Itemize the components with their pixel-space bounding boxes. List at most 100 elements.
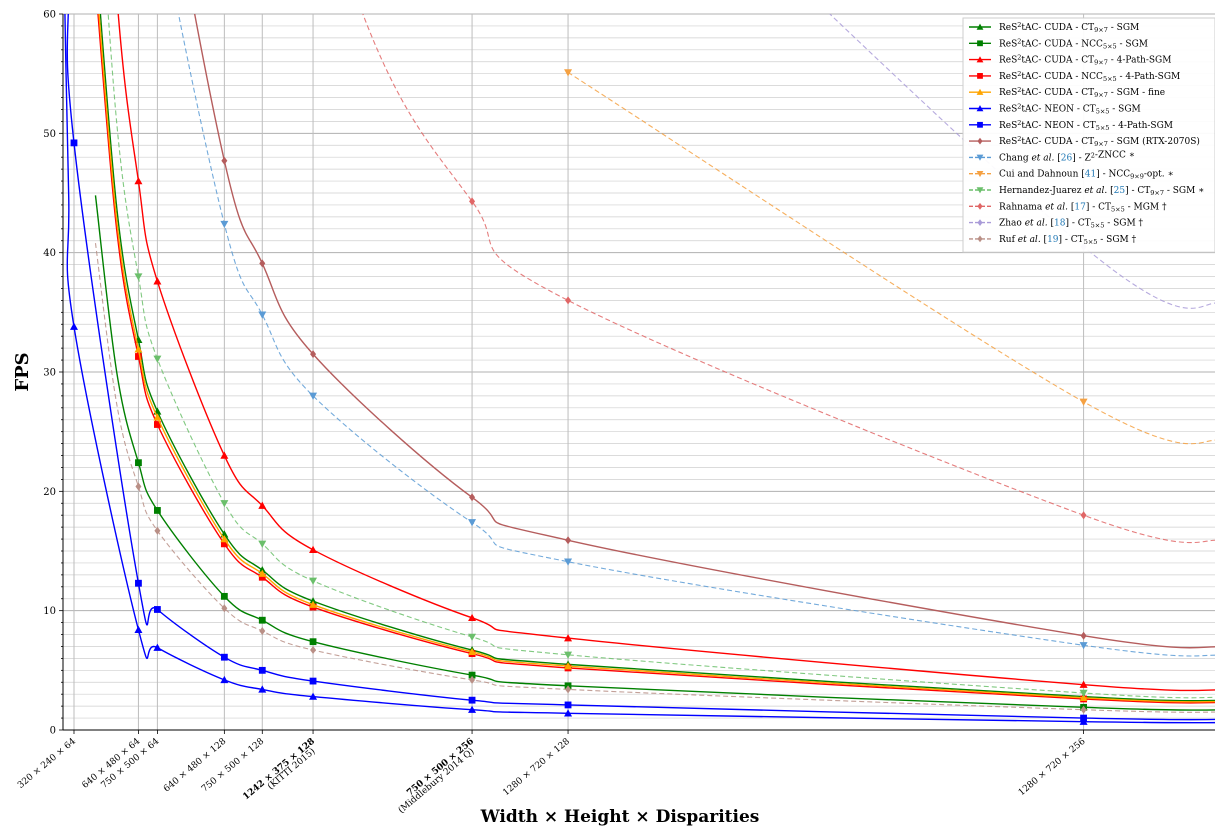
series-6: [66, 14, 1215, 722]
series-5: [64, 14, 1215, 725]
data-point: [1080, 511, 1087, 520]
data-point: [564, 662, 573, 670]
legend-item: ReS2tAC- NEON - CT5×5 - SGM: [969, 103, 1141, 116]
legend-label: ReS2tAC- NEON - CT5×5 - SGM: [999, 103, 1141, 116]
data-point: [221, 604, 228, 613]
plot-area: [64, 14, 1215, 725]
legend-marker: [976, 170, 984, 178]
legend-item: ReS2tAC- CUDA - CT9×7 - SGM - fine: [969, 86, 1165, 99]
series-11: [362, 14, 1215, 544]
legend-label: ReS2tAC- CUDA - NCC5×5 - 4-Path-SGM: [999, 70, 1180, 83]
y-tick-label: 10: [43, 606, 56, 617]
series-line-7: [193, 14, 1215, 649]
x-tick-label: 1280 × 720 × 256: [1017, 736, 1088, 798]
series-line-0: [99, 14, 1215, 702]
series-line-9: [567, 72, 1215, 445]
series-7: [193, 14, 1215, 649]
data-point: [1080, 705, 1087, 714]
data-point: [468, 705, 477, 713]
data-point: [258, 685, 267, 693]
data-point: [259, 259, 266, 268]
legend-item: ReS2tAC- NEON - CT5×5 - 4-Path-SGM: [969, 119, 1173, 132]
legend-marker: [977, 121, 983, 128]
legend-item: ReS2tAC- CUDA - NCC5×5 - SGM: [969, 37, 1148, 50]
y-axis-title: FPS: [12, 352, 33, 391]
data-point: [309, 545, 318, 554]
svg-text:1280 × 720 × 256: 1280 × 720 × 256: [1017, 736, 1088, 798]
series-line-4: [98, 14, 1215, 703]
data-point: [258, 616, 266, 624]
data-point: [309, 692, 318, 700]
y-tick-label: 50: [43, 129, 56, 140]
legend-marker: [976, 23, 984, 30]
data-point: [1080, 714, 1087, 722]
x-tick-label: 320 × 240 × 64: [16, 736, 78, 790]
data-point: [468, 633, 477, 641]
svg-text:1280 × 720 × 128: 1280 × 720 × 128: [501, 736, 572, 798]
y-tick-label: 30: [43, 368, 56, 379]
legend-marker: [976, 56, 984, 63]
data-point: [69, 322, 78, 330]
legend-label: Ruf et al. [19] - CT5×5 - SGM †: [999, 235, 1137, 246]
data-point: [565, 296, 572, 305]
legend-item: ReS2tAC- CUDA - NCC5×5 - 4-Path-SGM: [969, 70, 1180, 83]
x-axis-title: Width × Height × Disparities: [480, 807, 760, 827]
legend-item: Zhao et al. [18] - CT5×5 - SGM †: [969, 219, 1144, 230]
legend-marker: [977, 137, 983, 145]
svg-text:640 × 480 × 128: 640 × 480 × 128: [162, 736, 228, 794]
data-point: [565, 685, 572, 694]
legend-label: ReS2tAC- NEON - CT5×5 - 4-Path-SGM: [999, 119, 1173, 132]
y-tick-label: 60: [43, 10, 56, 21]
data-point: [153, 413, 162, 421]
legend-label: Cui and Dahnoun [41] - NCC9×9-opt. ∗: [999, 170, 1174, 181]
data-point: [1079, 689, 1088, 698]
data-point: [220, 220, 229, 229]
legend-item: Chang et al. [26] - Z2-ZNCC ∗: [969, 150, 1135, 163]
series-9: [564, 69, 1215, 445]
data-point: [565, 536, 572, 545]
legend-label: Hernandez-Juarez et al. [25] - CT9×7 - S…: [999, 186, 1204, 197]
data-point: [310, 646, 317, 655]
legend-item: Rahnama et al. [17] - CT5×5 - MGM †: [969, 202, 1167, 213]
data-point: [564, 634, 573, 642]
legend-item: ReS2tAC- CUDA - CT9×7 - SGM: [969, 21, 1139, 34]
data-point: [154, 526, 161, 535]
data-point: [134, 625, 143, 633]
data-point: [1079, 398, 1088, 406]
data-point: [70, 139, 78, 147]
data-point: [221, 156, 228, 165]
legend-box: [962, 17, 1215, 253]
legend-label: ReS2tAC- CUDA - CT9×7 - SGM - fine: [999, 86, 1165, 99]
data-point: [564, 651, 573, 659]
data-point: [258, 311, 267, 319]
series-10: [107, 14, 1215, 699]
data-point: [134, 345, 143, 353]
legend-item: ReS2tAC- CUDA - CT9×7 - 4-Path-SGM: [969, 54, 1171, 67]
data-point: [153, 606, 161, 613]
series-line-8: [177, 14, 1215, 657]
legend: ReS2tAC- CUDA - CT9×7 - SGM ReS2tAC- CUDA…: [962, 17, 1215, 253]
data-point: [309, 677, 317, 685]
legend-marker: [976, 187, 984, 194]
legend-marker: [976, 88, 984, 95]
data-point: [153, 277, 162, 285]
series-line-5: [64, 14, 1215, 724]
series-13: [94, 243, 1215, 714]
legend-marker: [976, 105, 984, 112]
data-point: [134, 177, 143, 185]
data-point: [564, 701, 572, 709]
data-point: [220, 675, 229, 684]
legend-label: ReS2tAC- CUDA - CT9×7 - 4-Path-SGM: [999, 54, 1171, 67]
data-point: [153, 643, 162, 651]
data-point: [1080, 631, 1087, 640]
legend-marker: [977, 73, 983, 79]
data-point: [220, 592, 228, 600]
data-point: [153, 355, 162, 363]
legend-label: ReS2tAC- CUDA - NCC5×5 - SGM: [999, 37, 1148, 50]
data-point: [564, 69, 573, 77]
data-point: [468, 519, 477, 527]
data-point: [220, 535, 229, 543]
y-tick-label: 20: [43, 487, 56, 498]
legend-item: ReS2tAC- CUDA - CT9×7 - SGM (RTX-2070S): [969, 135, 1200, 148]
data-point: [135, 459, 142, 467]
